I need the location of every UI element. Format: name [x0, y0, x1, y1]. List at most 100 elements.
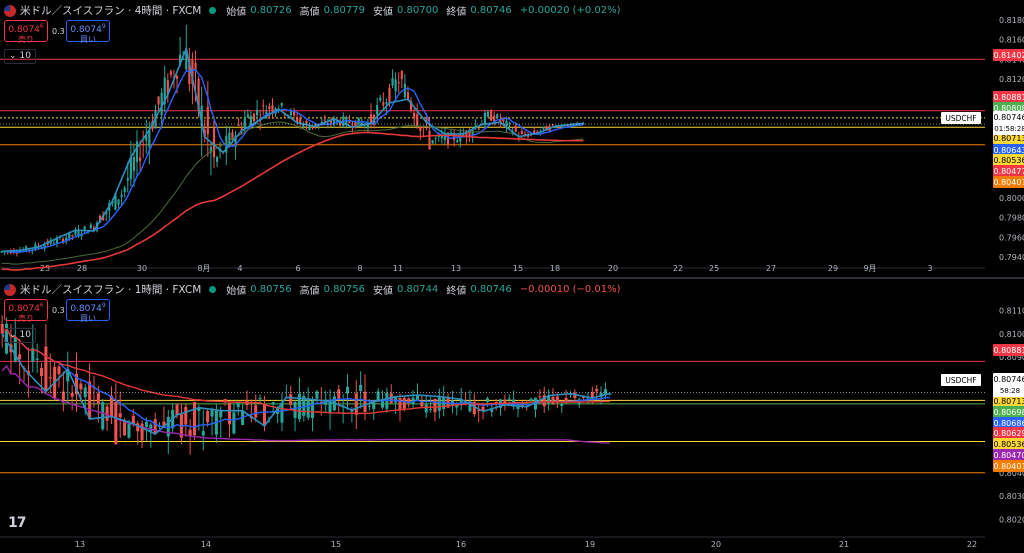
- candle-body: [200, 105, 203, 126]
- chart-canvas-1h[interactable]: 0.811000.810000.809000.808000.807000.806…: [0, 279, 1024, 553]
- candle-body: [485, 398, 489, 403]
- price-tag: [993, 102, 1024, 114]
- candle-body: [142, 143, 145, 145]
- candle-body: [219, 410, 223, 418]
- candle-body: [468, 401, 472, 412]
- ma-green-line: [1, 121, 584, 265]
- price-tag: [993, 460, 1024, 472]
- countdown-label: 58:28: [1000, 387, 1020, 395]
- candle-body: [105, 406, 109, 421]
- price-tick-label: 0.79600: [999, 233, 1024, 242]
- usdchf-flag-icon: [4, 283, 16, 296]
- buy-button[interactable]: 0.80749 買い: [66, 299, 110, 323]
- candle-body: [336, 119, 339, 123]
- candle-body: [302, 395, 306, 416]
- candle-body: [369, 114, 373, 124]
- symbol-title[interactable]: 米ドル／スイスフラン · 1時間 · FXCM: [20, 284, 202, 296]
- candle-body: [477, 409, 481, 411]
- symbol-title[interactable]: 米ドル／スイスフラン · 4時間 · FXCM: [20, 5, 202, 17]
- high-label: 高値: [299, 7, 320, 18]
- candle-body: [129, 156, 132, 180]
- candle-body: [102, 215, 105, 221]
- candle-body: [459, 399, 463, 403]
- chevron-down-icon: ⌄: [9, 51, 17, 61]
- candle-body: [323, 119, 326, 121]
- spread-value: 0.3: [52, 305, 65, 315]
- price-tag: [993, 91, 1024, 103]
- market-open-dot-icon: [209, 7, 217, 14]
- ma-red-line: [1, 131, 584, 271]
- indicator-toggle[interactable]: ⌄ 10: [4, 328, 36, 343]
- candle-body: [306, 398, 310, 418]
- candle-body: [201, 431, 205, 436]
- date-tick-label: 6: [295, 264, 300, 273]
- candle-body: [271, 105, 274, 112]
- candle-body: [380, 399, 385, 408]
- close-label: 終値: [446, 286, 467, 297]
- date-tick-label: 13: [451, 264, 461, 273]
- candle-body: [98, 215, 102, 223]
- chart-pane-1h[interactable]: 0.811000.810000.809000.808000.807000.806…: [0, 279, 1024, 553]
- chart-canvas-4h[interactable]: 0.818000.816000.814000.812000.810000.808…: [0, 0, 1024, 277]
- ma-purple-line: [1, 364, 610, 444]
- candle-body: [61, 391, 65, 400]
- candle-body: [411, 397, 415, 404]
- candle-body: [437, 396, 441, 411]
- candle-body: [499, 118, 502, 123]
- candle-body: [246, 114, 249, 118]
- chart-pane-4h[interactable]: 0.818000.816000.814000.812000.810000.808…: [0, 0, 1024, 277]
- candle-body: [70, 392, 74, 397]
- current-price-tag: [993, 373, 1024, 397]
- candle-body: [566, 125, 570, 127]
- candle-body: [145, 135, 148, 141]
- candle-body: [120, 194, 123, 198]
- candle-body: [397, 82, 400, 84]
- candle-body: [496, 114, 499, 118]
- candle-body: [175, 404, 179, 415]
- candle-body: [376, 391, 380, 401]
- candle-body: [240, 128, 243, 131]
- price-tick-label: 0.81000: [999, 330, 1024, 339]
- pane-separator[interactable]: [0, 277, 1024, 279]
- price-tick-label: 0.81800: [999, 16, 1024, 25]
- price-tag-label: 0.80698: [993, 408, 1024, 417]
- candle-body: [149, 424, 153, 432]
- candle-body: [302, 124, 305, 127]
- candle-body: [474, 125, 477, 128]
- price-tag-label: 0.80713: [993, 397, 1024, 406]
- date-tick-label: 15: [331, 540, 341, 549]
- date-tick-label: 29: [828, 264, 838, 273]
- legend-4h: 米ドル／スイスフラン · 4時間 · FXCM 始値 0.80726 高値 0.80…: [4, 3, 621, 18]
- candle-body: [440, 135, 443, 139]
- candle-body: [446, 132, 450, 145]
- chevron-down-icon: ⌄: [9, 330, 17, 340]
- candle-body: [74, 230, 77, 235]
- indicator-toggle[interactable]: ⌄ 10: [4, 49, 36, 64]
- candle-body: [490, 408, 494, 412]
- candle-body: [503, 399, 507, 405]
- candle-body: [188, 429, 192, 437]
- price-tick-label: 0.81200: [999, 75, 1024, 84]
- price-tag: [993, 154, 1024, 166]
- candle-body: [197, 78, 200, 112]
- date-tick-label: 28: [77, 264, 87, 273]
- candle-body: [471, 130, 474, 136]
- sell-button[interactable]: 0.80746 売り: [4, 299, 48, 323]
- candle-body: [254, 405, 258, 418]
- open-value: 0.80726: [250, 5, 292, 16]
- date-tick-label: 19: [585, 540, 595, 549]
- candle-body: [83, 387, 87, 398]
- current-price-label: 0.80746: [993, 375, 1024, 384]
- candle-body: [144, 421, 148, 427]
- candle-body: [0, 323, 4, 334]
- candle-body: [280, 402, 284, 423]
- candle-body: [292, 110, 296, 116]
- tradingview-logo[interactable]: 17: [8, 515, 27, 531]
- sell-button[interactable]: 0.80746 売り: [4, 20, 48, 44]
- high-value: 0.80756: [323, 284, 365, 295]
- price-tag: [993, 49, 1024, 61]
- price-tag: [993, 427, 1024, 439]
- candle-body: [551, 396, 555, 404]
- candle-body: [232, 412, 236, 434]
- buy-button[interactable]: 0.80749 買い: [66, 20, 110, 44]
